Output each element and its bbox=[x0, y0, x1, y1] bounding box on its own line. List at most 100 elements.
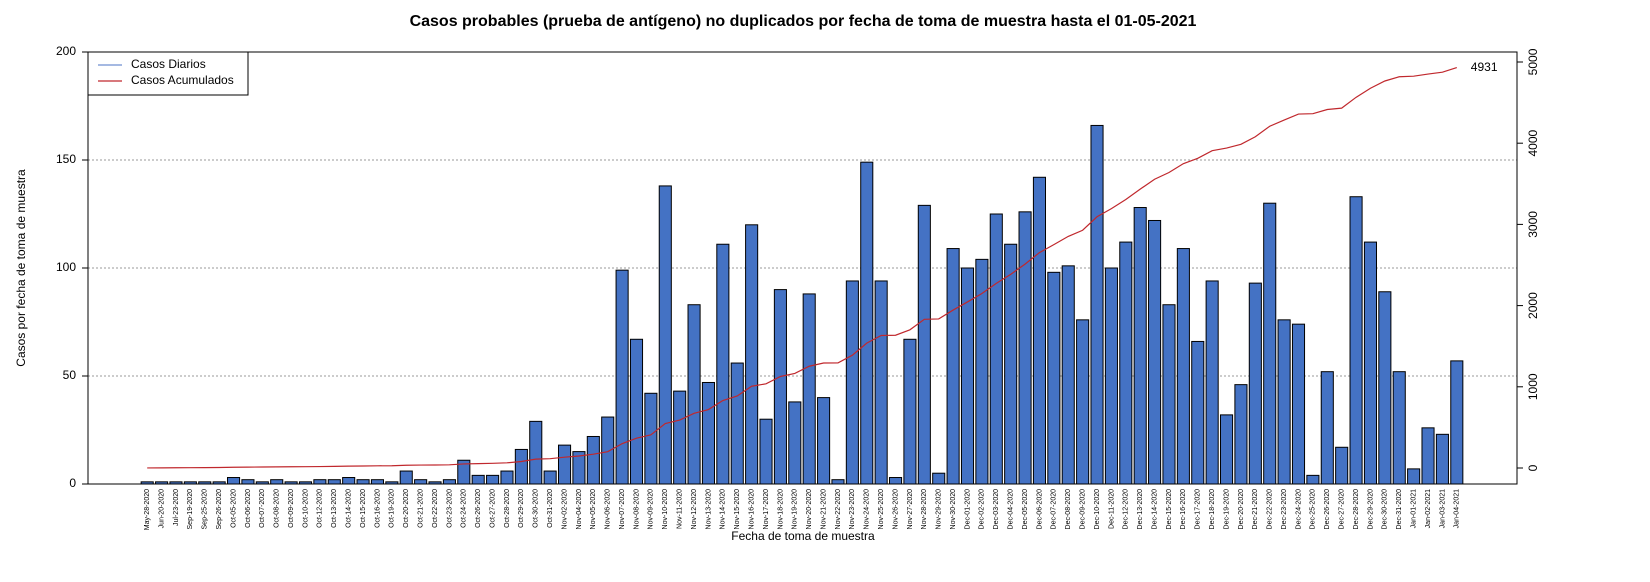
bar bbox=[658, 185, 672, 485]
bar bbox=[313, 479, 327, 485]
y-tick-label: 150 bbox=[56, 152, 76, 166]
bar bbox=[759, 418, 773, 485]
x-tick-label: Dec-09-2020 bbox=[1079, 489, 1086, 530]
x-tick-label: Oct-20-2020 bbox=[403, 489, 410, 528]
x-tick-label: Nov-10-2020 bbox=[662, 489, 669, 530]
legend-box bbox=[87, 51, 249, 96]
x-tick-label: Oct-22-2020 bbox=[432, 489, 439, 528]
bar bbox=[1205, 280, 1219, 485]
x-tick-label: Jan-02-2021 bbox=[1425, 489, 1432, 528]
x-tick-label: Dec-12-2020 bbox=[1123, 489, 1130, 530]
bar bbox=[989, 213, 1003, 485]
bar bbox=[644, 392, 658, 485]
x-tick-label: Nov-06-2020 bbox=[605, 489, 612, 530]
legend-label: Casos Acumulados bbox=[131, 73, 234, 87]
bar bbox=[932, 472, 946, 485]
x-tick-label: Nov-28-2020 bbox=[921, 489, 928, 530]
x-tick-label: Dec-23-2020 bbox=[1281, 489, 1288, 530]
bar bbox=[687, 304, 701, 485]
x-tick-label: Oct-08-2020 bbox=[274, 489, 281, 528]
bar bbox=[1248, 282, 1262, 485]
x-tick-label: Oct-15-2020 bbox=[360, 489, 367, 528]
bar bbox=[1076, 319, 1090, 485]
x-tick-label: Dec-17-2020 bbox=[1195, 489, 1202, 530]
bar bbox=[1291, 323, 1306, 485]
line bbox=[147, 67, 1457, 469]
x-tick-label: Oct-23-2020 bbox=[446, 489, 453, 528]
bar bbox=[1335, 446, 1349, 485]
x-tick-label: Jan-04-2021 bbox=[1454, 489, 1461, 528]
bar bbox=[701, 381, 716, 485]
x-tick-label: Nov-24-2020 bbox=[864, 489, 871, 530]
bar bbox=[874, 280, 888, 485]
x-tick-label: Nov-16-2020 bbox=[748, 489, 755, 530]
x-tick-label: Oct-10-2020 bbox=[302, 489, 309, 528]
x-tick-label: Sep-26-2020 bbox=[216, 489, 223, 530]
bar bbox=[917, 204, 931, 485]
bar bbox=[241, 479, 255, 485]
x-tick-label: Oct-05-2020 bbox=[230, 489, 237, 528]
y-tick-label: 100 bbox=[56, 260, 76, 274]
x-tick-label: Nov-09-2020 bbox=[648, 489, 655, 530]
bar bbox=[788, 401, 802, 485]
x-tick-label: Nov-27-2020 bbox=[907, 489, 914, 530]
y2-tick-label: 1000 bbox=[1526, 373, 1540, 400]
x-tick-label: Dec-07-2020 bbox=[1051, 489, 1058, 530]
bar bbox=[860, 161, 874, 485]
bar bbox=[1119, 241, 1133, 485]
end-label: 4931 bbox=[1471, 60, 1498, 74]
y2-tick-label: 2000 bbox=[1526, 292, 1540, 319]
bar bbox=[514, 448, 528, 485]
bar bbox=[442, 479, 456, 485]
x-tick-label: Dec-29-2020 bbox=[1367, 489, 1374, 530]
bar bbox=[773, 289, 787, 485]
bar bbox=[486, 474, 500, 485]
bar bbox=[1162, 304, 1176, 485]
bar bbox=[1047, 271, 1061, 485]
bar bbox=[557, 444, 572, 485]
bar bbox=[1306, 474, 1320, 485]
y2-tick-label: 3000 bbox=[1526, 211, 1540, 238]
x-tick-label: Oct-09-2020 bbox=[288, 489, 295, 528]
x-tick-label: Jul-23-2020 bbox=[173, 489, 180, 526]
bar bbox=[1349, 196, 1363, 485]
x-tick-label: Dec-24-2020 bbox=[1295, 489, 1302, 530]
x-tick-label: Jun-20-2020 bbox=[158, 489, 165, 528]
x-tick-label: Nov-05-2020 bbox=[590, 489, 597, 530]
bar bbox=[888, 477, 903, 485]
x-tick-label: Nov-02-2020 bbox=[561, 489, 568, 530]
bar bbox=[226, 477, 241, 485]
y-tick-label: 50 bbox=[63, 368, 77, 382]
bar bbox=[1277, 319, 1291, 485]
bar bbox=[1191, 340, 1205, 485]
bar bbox=[615, 269, 629, 485]
bar bbox=[356, 479, 370, 485]
x-tick-label: Dec-18-2020 bbox=[1209, 489, 1216, 530]
y-tick-label: 200 bbox=[56, 44, 76, 58]
x-tick-label: Oct-14-2020 bbox=[346, 489, 353, 528]
x-tick-label: Nov-19-2020 bbox=[792, 489, 799, 530]
y2-tick-label: 0 bbox=[1526, 464, 1540, 471]
y-tick-label: 0 bbox=[69, 476, 76, 490]
x-tick-label: Nov-11-2020 bbox=[677, 489, 684, 529]
bar bbox=[471, 474, 485, 485]
bar bbox=[629, 338, 644, 485]
x-tick-label: Oct-29-2020 bbox=[518, 489, 525, 528]
bar bbox=[1378, 291, 1392, 485]
x-tick-label: Nov-07-2020 bbox=[619, 489, 626, 530]
bar bbox=[1133, 207, 1147, 485]
bar bbox=[1032, 176, 1047, 485]
x-tick-label: Oct-27-2020 bbox=[489, 489, 496, 528]
bar bbox=[845, 280, 859, 485]
bar bbox=[831, 479, 845, 485]
x-tick-label: Oct-16-2020 bbox=[374, 489, 381, 528]
x-tick-label: Dec-31-2020 bbox=[1396, 489, 1403, 530]
x-tick-label: Dec-06-2020 bbox=[1036, 489, 1043, 530]
chart-title: Casos probables (prueba de antígeno) no … bbox=[410, 13, 1197, 30]
bar bbox=[1104, 267, 1118, 485]
bar bbox=[1263, 202, 1277, 485]
bar bbox=[1363, 241, 1378, 485]
bar bbox=[716, 243, 730, 485]
x-tick-label: Sep-25-2020 bbox=[202, 489, 209, 530]
x-tick-label: Oct-30-2020 bbox=[533, 489, 540, 528]
